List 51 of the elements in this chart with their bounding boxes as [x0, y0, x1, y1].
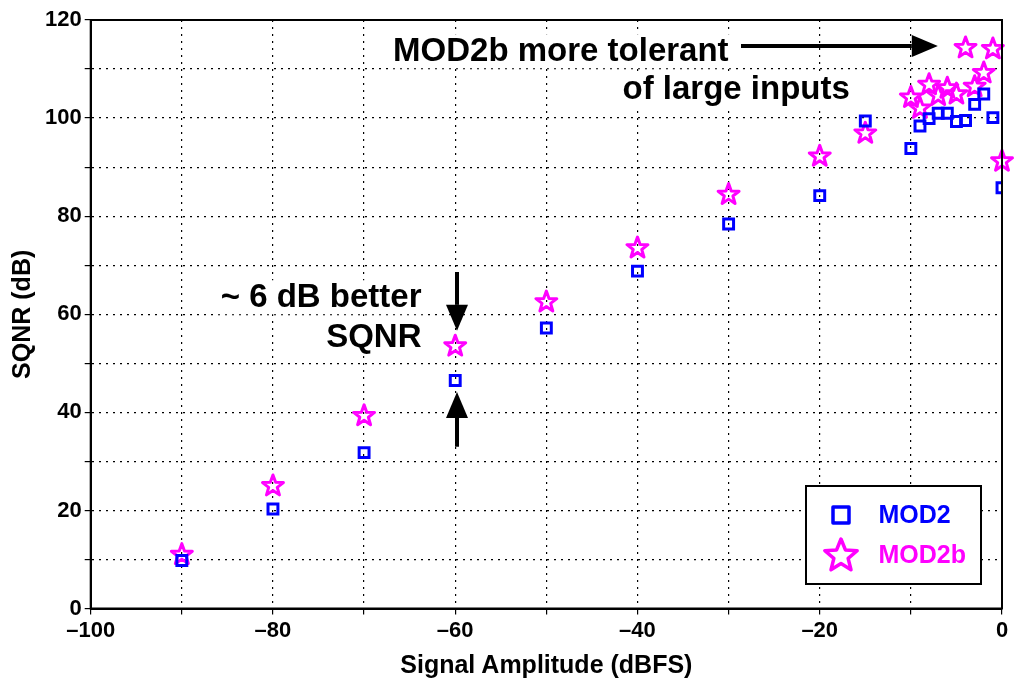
point: [980, 36, 1005, 60]
point: [971, 60, 996, 84]
point: [990, 148, 1014, 172]
point: [931, 106, 945, 120]
point: [959, 114, 972, 127]
point: [722, 217, 736, 231]
y-tick-label: 80: [57, 202, 82, 228]
point: [807, 143, 832, 167]
x-tick-label: 0: [995, 616, 1009, 642]
point: [977, 87, 991, 101]
point: [922, 112, 936, 126]
point: [443, 333, 468, 357]
y-tick-label: 120: [44, 6, 82, 32]
point: [534, 289, 559, 313]
point: [908, 95, 932, 119]
y-tick-label: 20: [57, 496, 82, 522]
annotation: MOD2b more tolerant of large inputs: [393, 31, 850, 107]
point: [625, 235, 650, 259]
point: [261, 473, 285, 497]
y-axis-title: SQNR (dB): [6, 249, 35, 379]
point: [716, 182, 741, 206]
point: [986, 111, 1000, 125]
point: [898, 85, 923, 108]
x-tick-label: –20: [801, 616, 839, 642]
annotation: ~ 6 dB better SQNR: [220, 277, 422, 355]
point: [539, 321, 553, 335]
point: [940, 106, 954, 120]
y-tick-label: 60: [57, 300, 82, 326]
point: [352, 403, 377, 427]
point: [962, 74, 987, 98]
point: [631, 264, 644, 278]
legend-label: MOD2: [878, 500, 951, 530]
legend-label: MOD2b: [878, 540, 966, 570]
y-tick-label: 40: [57, 398, 82, 424]
point: [904, 142, 918, 155]
point: [853, 120, 878, 144]
point: [968, 97, 982, 111]
point: [917, 72, 942, 96]
point: [448, 374, 462, 387]
point: [357, 446, 371, 460]
x-tick-label: –80: [254, 616, 292, 642]
point: [266, 502, 280, 516]
point: [953, 35, 978, 59]
x-tick-label: –40: [619, 616, 656, 642]
point: [913, 119, 927, 133]
y-tick-label: 100: [44, 104, 82, 130]
point: [813, 189, 827, 203]
point: [944, 81, 969, 105]
x-axis-title: Signal Amplitude (dBFS): [400, 649, 693, 678]
point: [858, 114, 872, 128]
x-tick-label: –60: [436, 616, 474, 642]
